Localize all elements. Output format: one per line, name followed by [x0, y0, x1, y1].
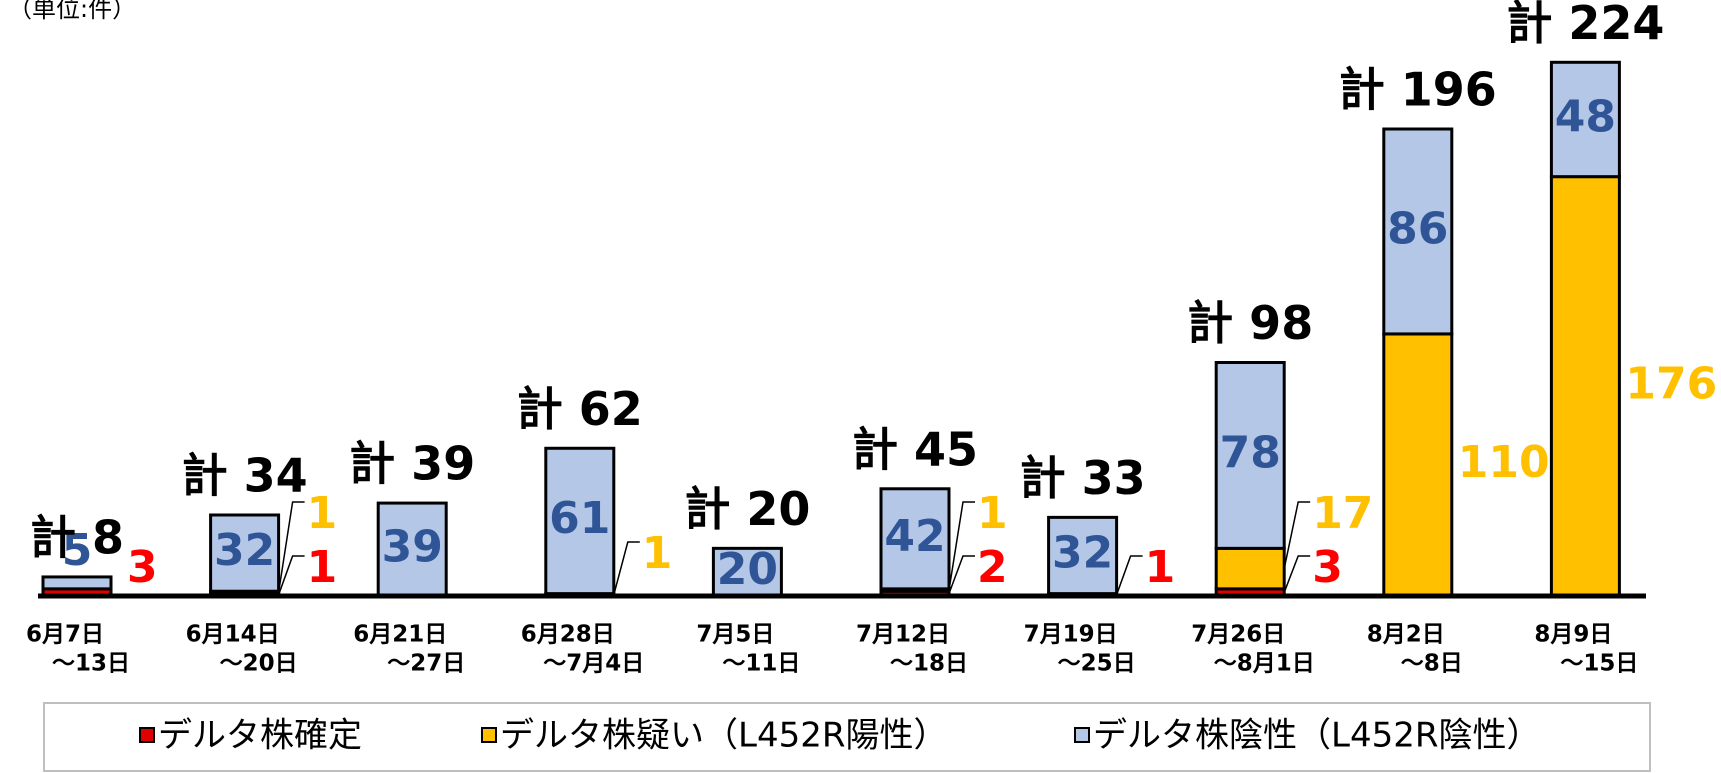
data-label: 1	[307, 488, 338, 539]
data-label: 32	[214, 525, 275, 576]
data-label: 78	[1220, 427, 1281, 478]
bar-segment	[1214, 361, 1286, 550]
data-label: 1	[307, 542, 338, 593]
data-label: 48	[1555, 91, 1616, 142]
bar-segment	[1382, 127, 1454, 336]
total-label: 計 20	[684, 482, 810, 536]
legend-label: デルタ株確定	[158, 716, 362, 756]
leader-line	[1283, 501, 1311, 569]
data-label: 61	[549, 493, 610, 544]
total-label: 計 196	[1339, 63, 1497, 117]
data-label: 1	[977, 488, 1008, 539]
data-label: 42	[884, 511, 945, 562]
leader-line	[277, 555, 305, 596]
x-tick-label: 〜11日	[722, 651, 800, 677]
bar-segment	[711, 546, 783, 598]
x-tick-label: 〜13日	[52, 651, 130, 677]
total-label: 計 98	[1187, 296, 1313, 350]
x-tick-label: 6月7日	[26, 622, 104, 648]
leader-line	[948, 555, 975, 594]
data-label: 3	[1312, 542, 1343, 593]
total-label: 計 8	[30, 510, 124, 564]
bar-segment	[376, 501, 448, 598]
data-label: 176	[1625, 358, 1717, 409]
x-tick-label: 〜25日	[1058, 651, 1136, 677]
x-tick-label: 6月28日	[521, 622, 615, 648]
bar-segment	[1549, 175, 1621, 598]
bar-segment	[209, 513, 281, 593]
x-tick-label: 〜15日	[1560, 651, 1638, 677]
data-label: 1	[1145, 542, 1176, 593]
total-label: 計 34	[182, 448, 308, 502]
x-tick-label: 8月2日	[1367, 622, 1445, 648]
data-label: 5	[62, 525, 93, 576]
legend-marker	[481, 727, 497, 743]
legend-label: デルタ株陰性（L452R陰性）	[1093, 716, 1540, 756]
data-label: 20	[717, 544, 778, 595]
x-tick-label: 〜8日	[1401, 651, 1463, 677]
x-tick-label: 〜18日	[890, 651, 968, 677]
x-tick-label: 〜7月4日	[543, 651, 644, 677]
bar-segment	[879, 487, 951, 591]
legend-box	[43, 702, 1651, 772]
x-tick-label: 7月26日	[1191, 622, 1285, 648]
x-tick-label: 〜27日	[387, 651, 465, 677]
unit-label: （単位:件）	[8, 0, 136, 23]
data-label: 110	[1458, 437, 1550, 488]
leader-line	[1115, 555, 1143, 596]
total-label: 計 224	[1506, 0, 1664, 50]
data-label: 17	[1312, 488, 1373, 539]
total-label: 計 39	[349, 437, 475, 491]
data-label: 1	[642, 528, 673, 579]
x-tick-label: 6月21日	[353, 622, 447, 648]
x-tick-label: 8月9日	[1534, 622, 1612, 648]
leader-line	[948, 501, 975, 591]
bar-segment	[1214, 546, 1286, 591]
total-label: 計 33	[1020, 451, 1146, 505]
data-label: 86	[1387, 203, 1448, 254]
x-tick-label: 7月12日	[856, 622, 950, 648]
data-label: 32	[1052, 527, 1113, 578]
bar-segment	[1549, 60, 1621, 179]
leader-line	[613, 541, 640, 596]
legend-label: デルタ株疑い（L452R陽性）	[500, 716, 947, 756]
leader-line	[277, 501, 305, 593]
x-tick-label: 6月14日	[186, 622, 280, 648]
data-label: 3	[127, 542, 158, 593]
bar-segment	[41, 575, 113, 591]
x-tick-label: 7月19日	[1024, 622, 1118, 648]
total-label: 計 62	[517, 382, 643, 436]
data-label: 2	[977, 542, 1008, 593]
leader-line	[1283, 555, 1311, 593]
data-label: 39	[382, 522, 443, 573]
bar-segment	[544, 446, 616, 596]
x-tick-label: 〜20日	[220, 651, 298, 677]
x-tick-label: 7月5日	[696, 622, 774, 648]
legend-marker	[139, 727, 155, 743]
legend-marker	[1074, 727, 1090, 743]
total-label: 計 45	[852, 422, 978, 476]
x-tick-label: 〜8月1日	[1214, 651, 1315, 677]
bar-segment	[1382, 332, 1454, 598]
